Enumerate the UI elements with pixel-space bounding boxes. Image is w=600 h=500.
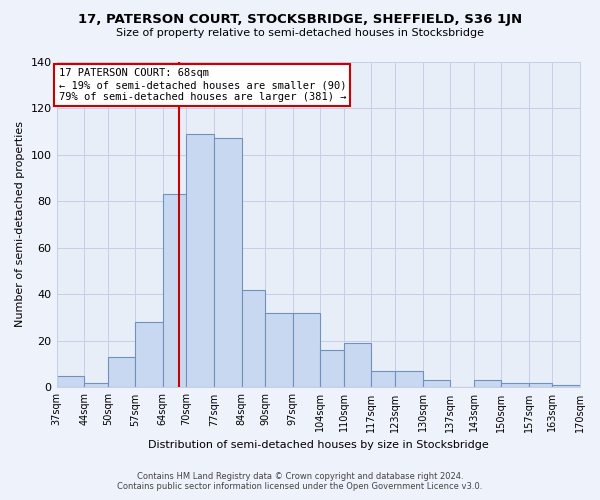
Bar: [395, 371, 422, 388]
Bar: [474, 380, 501, 388]
Bar: [320, 350, 344, 388]
Text: 17, PATERSON COURT, STOCKSBRIDGE, SHEFFIELD, S36 1JN: 17, PATERSON COURT, STOCKSBRIDGE, SHEFFI…: [78, 12, 522, 26]
Bar: [163, 194, 187, 388]
Bar: [553, 385, 580, 388]
Bar: [501, 383, 529, 388]
Y-axis label: Number of semi-detached properties: Number of semi-detached properties: [15, 122, 25, 328]
Text: Contains HM Land Registry data © Crown copyright and database right 2024.
Contai: Contains HM Land Registry data © Crown c…: [118, 472, 482, 491]
Bar: [108, 357, 135, 388]
Bar: [529, 383, 553, 388]
Bar: [422, 380, 450, 388]
Bar: [135, 322, 163, 388]
Bar: [214, 138, 242, 388]
Bar: [84, 383, 108, 388]
Bar: [293, 313, 320, 388]
Bar: [265, 313, 293, 388]
Bar: [344, 343, 371, 388]
Bar: [187, 134, 214, 388]
Bar: [371, 371, 395, 388]
Text: Size of property relative to semi-detached houses in Stocksbridge: Size of property relative to semi-detach…: [116, 28, 484, 38]
Bar: [56, 376, 84, 388]
Bar: [242, 290, 265, 388]
Text: 17 PATERSON COURT: 68sqm
← 19% of semi-detached houses are smaller (90)
79% of s: 17 PATERSON COURT: 68sqm ← 19% of semi-d…: [59, 68, 346, 102]
X-axis label: Distribution of semi-detached houses by size in Stocksbridge: Distribution of semi-detached houses by …: [148, 440, 488, 450]
